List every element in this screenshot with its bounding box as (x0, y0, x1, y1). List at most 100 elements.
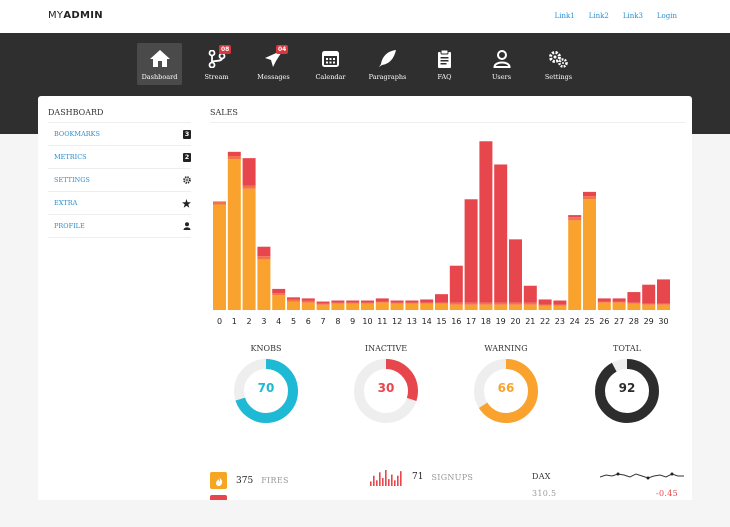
bar-segment (331, 303, 345, 310)
bar-segment (301, 302, 315, 310)
bar-segment (361, 302, 374, 304)
top-links: Link1 Link2 Link3 Login (555, 12, 677, 20)
bar-segment (227, 156, 241, 160)
link2[interactable]: Link2 (588, 12, 609, 20)
spark-bar (391, 474, 393, 486)
bar-segment (597, 298, 611, 302)
fire-icon (210, 472, 227, 489)
bar-segment (405, 302, 419, 304)
bar-segment (568, 217, 582, 221)
bar-segment (479, 141, 493, 303)
sidebar-item-bookmarks[interactable]: BOOKMARKS 3 (48, 123, 191, 146)
bar-segment (346, 302, 360, 304)
gear-icon (182, 176, 191, 185)
donut-value: 30 (377, 381, 395, 395)
bar-segment (642, 304, 656, 310)
dax-value: 310.5 (532, 489, 557, 498)
bar-segment (464, 302, 478, 305)
nav-faq[interactable]: FAQ (422, 43, 467, 85)
bar-segment (479, 304, 493, 310)
bar-segment (213, 201, 226, 205)
spark-bar (385, 470, 387, 486)
sidebar-item-extra[interactable]: EXTRA (48, 192, 191, 215)
second-stat-icon (210, 495, 227, 501)
main-nav: Dashboard 08 Stream 04 Messages Calendar… (137, 43, 593, 85)
donut-ring (474, 359, 538, 423)
stream-badge: 08 (219, 45, 232, 54)
bar-segment (657, 303, 670, 305)
spark-bar (376, 480, 378, 486)
bar-segment (538, 304, 552, 306)
login-link[interactable]: Login (656, 12, 677, 20)
donut-warning: WARNING 66 (473, 344, 539, 428)
spark-bar (400, 471, 402, 486)
sidebar-item-metrics[interactable]: METRICS 2 (48, 146, 191, 169)
bar-segment (538, 299, 552, 305)
bar-segment (375, 301, 389, 303)
dax-label: DAX (532, 472, 551, 481)
dax-change-wrap: -0.45 (656, 489, 678, 498)
x-tick-label: 18 (481, 317, 491, 326)
sidebar-item-label: SETTINGS (54, 176, 90, 184)
nav-dashboard[interactable]: Dashboard (137, 43, 182, 85)
x-tick-label: 1 (232, 317, 237, 326)
donut-ring (234, 359, 298, 423)
bar-segment (272, 293, 286, 296)
bar-segment (242, 185, 256, 189)
spark-bar (394, 480, 396, 486)
top-bar: MYADMIN Link1 Link2 Link3 Login (0, 0, 730, 33)
bar-segment (375, 298, 389, 302)
brand-logo[interactable]: MYADMIN (48, 10, 103, 21)
x-tick-label: 25 (584, 317, 594, 326)
donut-value: 66 (497, 381, 515, 395)
bar-segment (257, 246, 271, 257)
nav-calendar[interactable]: Calendar (308, 43, 353, 85)
x-tick-label: 2 (247, 317, 252, 326)
bar-segment (553, 305, 567, 310)
bar-segment (583, 199, 596, 310)
nav-messages[interactable]: 04 Messages (251, 43, 296, 85)
donut-ring (595, 359, 659, 423)
donut-label: INACTIVE (364, 344, 408, 353)
x-tick-label: 28 (629, 317, 639, 326)
bar-segment (657, 279, 670, 304)
sidebar-item-profile[interactable]: PROFILE (48, 215, 191, 238)
dax-sparkline (600, 472, 684, 480)
nav-users[interactable]: Users (479, 43, 524, 85)
bar-segment (257, 259, 271, 310)
bar-segment (449, 304, 463, 310)
clipboard-icon (438, 50, 451, 68)
bar-segment (316, 301, 330, 304)
star-icon (182, 198, 191, 208)
bar-segment (583, 196, 596, 200)
nav-stream[interactable]: 08 Stream (194, 43, 239, 85)
user-icon (182, 222, 191, 231)
sidebar-item-label: EXTRA (54, 199, 78, 207)
bar-segment (435, 294, 448, 303)
dashboard-panel: DASHBOARD BOOKMARKS 3 METRICS 2 SETTINGS… (38, 96, 692, 516)
x-tick-label: 8 (335, 317, 340, 326)
x-tick-label: 21 (525, 317, 535, 326)
x-tick-label: 27 (614, 317, 624, 326)
spark-bar (397, 475, 399, 486)
nav-settings[interactable]: Settings (536, 43, 581, 85)
x-tick-label: 9 (350, 317, 355, 326)
link1[interactable]: Link1 (554, 12, 575, 20)
sidebar-item-settings[interactable]: SETTINGS (48, 169, 191, 192)
bar-segment (287, 301, 300, 310)
fires-label: FIRES (261, 476, 289, 485)
bar-segment (568, 215, 582, 218)
bar-segment (509, 304, 522, 310)
bar-segment (494, 164, 508, 303)
donut-label: WARNING (484, 344, 528, 353)
bar-segment (242, 188, 256, 310)
bar-segment (627, 302, 641, 304)
nav-paragraphs[interactable]: Paragraphs (365, 43, 410, 85)
x-tick-label: 11 (377, 317, 387, 326)
signups-label: SIGNUPS (431, 472, 474, 482)
bar-segment (479, 302, 493, 305)
bar-segment (390, 300, 404, 303)
dax-change: -0.45 (656, 489, 679, 498)
link3[interactable]: Link3 (622, 12, 643, 20)
donut-label: TOTAL (613, 344, 641, 353)
